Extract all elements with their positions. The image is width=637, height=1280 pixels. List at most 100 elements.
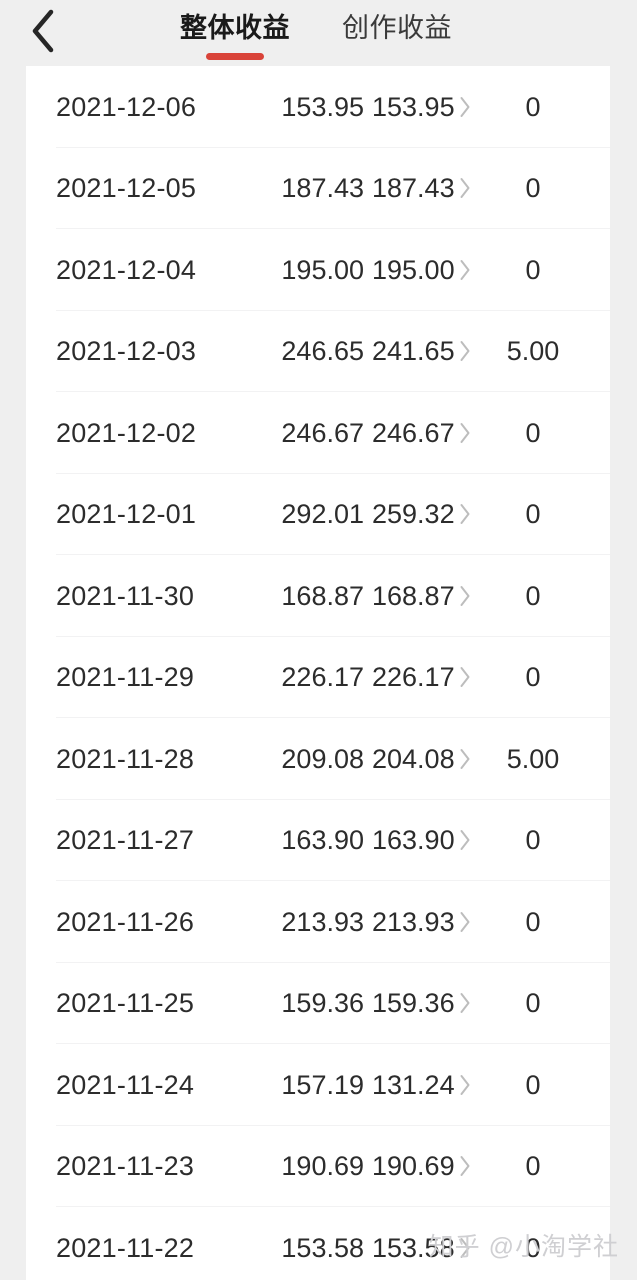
cell-detail-link[interactable]: 213.93	[372, 905, 508, 939]
table-row[interactable]: 2021-12-03 246.65 241.65 5.00	[26, 311, 610, 393]
cell-detail-link[interactable]: 163.90	[372, 823, 508, 857]
cell-detail-link[interactable]: 187.43	[372, 171, 508, 205]
cell-detail-link[interactable]: 153.95	[372, 90, 508, 124]
earnings-card: 2021-12-06 153.95 153.95 0 2021-12-05 187.43 1…	[26, 66, 610, 1280]
tab-overall-earnings[interactable]: 整体收益	[180, 8, 290, 66]
cell-detail-value: 226.17	[372, 662, 455, 693]
back-button[interactable]	[16, 4, 70, 58]
top-bar: 整体收益 创作收益	[0, 0, 637, 66]
tab-creation-earnings-label: 创作收益	[342, 13, 452, 43]
table-row[interactable]: 2021-12-06 153.95 153.95 0	[26, 66, 610, 148]
cell-detail-value: 246.67	[372, 417, 455, 448]
cell-detail-value: 153.58	[372, 1232, 455, 1263]
table-row[interactable]: 2021-12-04 195.00 195.00 0	[26, 229, 610, 311]
table-row[interactable]: 2021-12-01 292.01 259.32 0	[26, 474, 610, 556]
cell-detail-value: 168.87	[372, 580, 455, 611]
cell-other-earnings: 0	[525, 662, 541, 693]
cell-date: 2021-12-04	[56, 254, 197, 285]
tab-creation-earnings[interactable]: 创作收益	[342, 8, 452, 66]
cell-date: 2021-11-24	[56, 1069, 195, 1100]
cell-other-earnings: 0	[525, 1069, 541, 1100]
cell-detail-value: 187.43	[372, 173, 455, 204]
tab-inactive-indicator	[368, 53, 426, 60]
cell-date: 2021-12-03	[56, 336, 197, 367]
chevron-right-icon	[459, 911, 471, 933]
cell-other-earnings: 0	[525, 1151, 541, 1182]
cell-detail-value: 159.36	[372, 988, 455, 1019]
tab-overall-earnings-label: 整体收益	[180, 13, 290, 43]
cell-total-earnings: 153.58	[281, 1232, 364, 1263]
cell-detail-link[interactable]: 131.24	[372, 1068, 508, 1102]
cell-detail-value: 163.90	[372, 825, 455, 856]
cell-date: 2021-12-02	[56, 417, 197, 448]
cell-total-earnings: 163.90	[281, 825, 364, 856]
cell-total-earnings: 226.17	[281, 662, 364, 693]
cell-other-earnings: 0	[525, 825, 541, 856]
cell-total-earnings: 213.93	[281, 906, 364, 937]
cell-other-earnings: 5.00	[506, 336, 560, 367]
table-row[interactable]: 2021-11-27 163.90 163.90 0	[26, 800, 610, 882]
chevron-right-icon	[459, 96, 471, 118]
cell-date: 2021-11-30	[56, 580, 195, 611]
cell-other-earnings: 0	[525, 91, 541, 122]
cell-detail-link[interactable]: 159.36	[372, 986, 508, 1020]
table-row[interactable]: 2021-12-02 246.67 246.67 0	[26, 392, 610, 474]
cell-detail-link[interactable]: 190.69	[372, 1149, 508, 1183]
cell-total-earnings: 157.19	[281, 1069, 364, 1100]
cell-other-earnings: 0	[525, 988, 541, 1019]
table-row[interactable]: 2021-11-25 159.36 159.36 0	[26, 963, 610, 1045]
cell-detail-value: 241.65	[372, 336, 455, 367]
cell-detail-value: 204.08	[372, 743, 455, 774]
cell-detail-value: 153.95	[372, 91, 455, 122]
chevron-right-icon	[459, 992, 471, 1014]
chevron-right-icon	[459, 1074, 471, 1096]
cell-other-earnings: 0	[525, 417, 541, 448]
chevron-right-icon	[459, 422, 471, 444]
cell-detail-link[interactable]: 153.58	[372, 1231, 508, 1265]
cell-other-earnings: 0	[525, 1232, 541, 1263]
cell-detail-link[interactable]: 241.65	[372, 334, 508, 368]
table-row[interactable]: 2021-11-29 226.17 226.17 0	[26, 637, 610, 719]
chevron-right-icon	[459, 340, 471, 362]
cell-date: 2021-11-27	[56, 825, 195, 856]
tab-active-indicator	[206, 53, 264, 60]
table-row[interactable]: 2021-11-28 209.08 204.08 5.00	[26, 718, 610, 800]
cell-detail-link[interactable]: 204.08	[372, 742, 508, 776]
cell-other-earnings: 0	[525, 499, 541, 530]
cell-detail-link[interactable]: 168.87	[372, 579, 508, 613]
cell-detail-link[interactable]: 246.67	[372, 416, 508, 450]
cell-total-earnings: 187.43	[281, 173, 364, 204]
cell-detail-value: 131.24	[372, 1069, 455, 1100]
table-row[interactable]: 2021-12-05 187.43 187.43 0	[26, 148, 610, 230]
cell-total-earnings: 292.01	[281, 499, 364, 530]
chevron-right-icon	[459, 503, 471, 525]
chevron-right-icon	[459, 666, 471, 688]
cell-detail-value: 190.69	[372, 1151, 455, 1182]
cell-detail-link[interactable]: 259.32	[372, 497, 508, 531]
cell-detail-link[interactable]: 195.00	[372, 253, 508, 287]
cell-date: 2021-12-01	[56, 499, 197, 530]
cell-date: 2021-11-29	[56, 662, 195, 693]
table-row[interactable]: 2021-11-30 168.87 168.87 0	[26, 555, 610, 637]
cell-total-earnings: 195.00	[281, 254, 364, 285]
cell-date: 2021-11-26	[56, 906, 195, 937]
cell-date: 2021-11-22	[56, 1232, 195, 1263]
chevron-right-icon	[459, 1155, 471, 1177]
cell-total-earnings: 168.87	[281, 580, 364, 611]
chevron-right-icon	[459, 259, 471, 281]
chevron-right-icon	[459, 748, 471, 770]
table-row[interactable]: 2021-11-23 190.69 190.69 0	[26, 1126, 610, 1208]
table-row[interactable]: 2021-11-26 213.93 213.93 0	[26, 881, 610, 963]
cell-date: 2021-12-06	[56, 91, 197, 122]
cell-total-earnings: 159.36	[281, 988, 364, 1019]
cell-total-earnings: 246.67	[281, 417, 364, 448]
table-row[interactable]: 2021-11-24 157.19 131.24 0	[26, 1044, 610, 1126]
cell-other-earnings: 0	[525, 173, 541, 204]
cell-other-earnings: 0	[525, 254, 541, 285]
cell-other-earnings: 0	[525, 580, 541, 611]
chevron-left-icon	[30, 9, 56, 53]
cell-detail-value: 213.93	[372, 906, 455, 937]
cell-detail-link[interactable]: 226.17	[372, 660, 508, 694]
cell-date: 2021-11-28	[56, 743, 195, 774]
table-row[interactable]: 2021-11-22 153.58 153.58 0	[26, 1207, 610, 1280]
